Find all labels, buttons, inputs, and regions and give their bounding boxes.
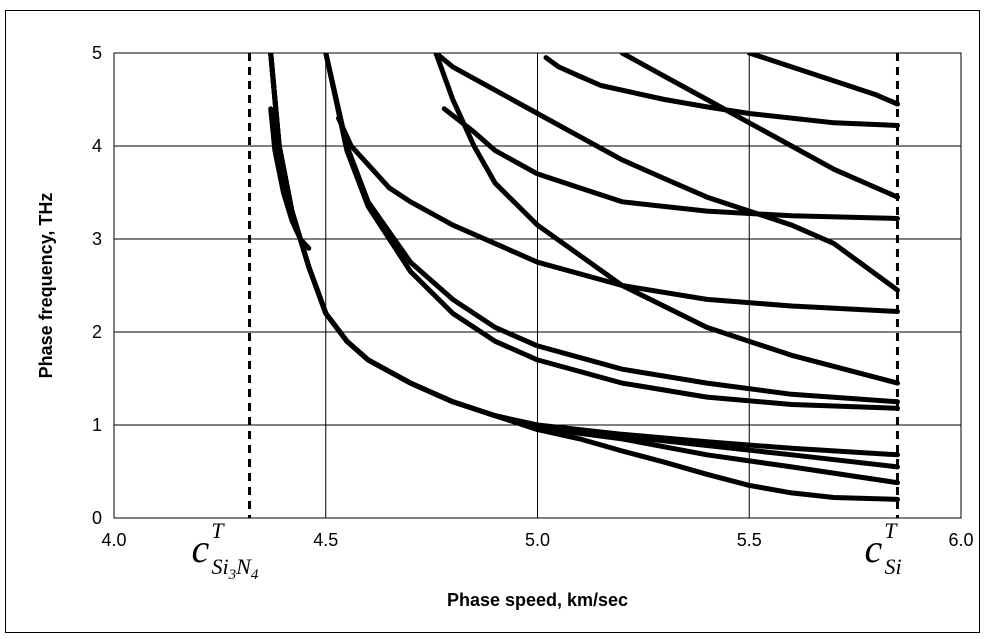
dispersion-chart: 4.0 4.5 5.0 5.5 6.0 0 1 2 3 4 5 cT Si3N4 cT Si Phase sp… bbox=[36, 43, 974, 610]
data-series-14 bbox=[746, 53, 900, 107]
y-tick-label: 1 bbox=[92, 415, 102, 435]
plot-frame bbox=[113, 52, 962, 519]
reference-line-label-2: cT Si bbox=[864, 518, 901, 579]
data-series-13 bbox=[619, 53, 900, 200]
y-tick-label: 4 bbox=[92, 136, 102, 156]
x-tick-label: 5.0 bbox=[525, 530, 550, 550]
reference-line-label-1: cT Si3N4 bbox=[192, 518, 259, 583]
y-tick-label: 5 bbox=[92, 43, 102, 63]
x-tick-label: 4.5 bbox=[313, 530, 338, 550]
data-series-7 bbox=[323, 53, 900, 411]
x-tick-label: 4.0 bbox=[101, 530, 126, 550]
y-axis-title: Phase frequency, THz bbox=[36, 193, 56, 379]
y-tick-label: 2 bbox=[92, 322, 102, 342]
x-tick-label: 5.5 bbox=[737, 530, 762, 550]
data-series-9 bbox=[433, 53, 900, 386]
data-series-12 bbox=[543, 55, 900, 128]
data-series-8 bbox=[336, 115, 900, 314]
data-series-5 bbox=[268, 106, 312, 251]
x-tick-label: 6.0 bbox=[948, 530, 973, 550]
chart-figure: 4.0 4.5 5.0 5.5 6.0 0 1 2 3 4 5 cT Si3N4 cT Si Phase sp… bbox=[5, 10, 980, 633]
y-tick-label: 0 bbox=[92, 508, 102, 528]
x-axis-title: Phase speed, km/sec bbox=[447, 590, 628, 610]
data-series-11 bbox=[433, 53, 900, 293]
y-tick-label: 3 bbox=[92, 229, 102, 249]
